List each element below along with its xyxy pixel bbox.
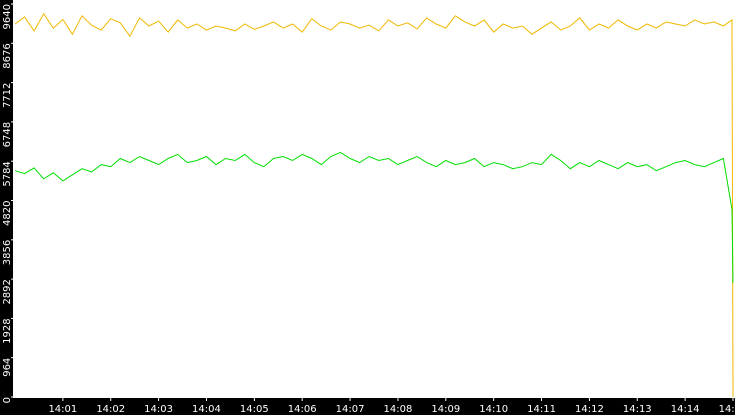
x-tick-label: 14:01 — [48, 404, 77, 415]
x-tick-label: 14:13 — [623, 404, 652, 415]
y-tick-label: 0 — [2, 397, 13, 403]
x-tick-label: 14:14 — [671, 404, 700, 415]
series-line — [14, 151, 734, 283]
x-tick-label: 14:06 — [288, 404, 317, 415]
x-tick-label: 14:15 — [719, 404, 735, 415]
y-tick-label: 4820 — [2, 201, 13, 226]
y-tick-label: 5784 — [2, 161, 13, 186]
y-tick-label: 6748 — [2, 122, 13, 147]
x-tick-label: 14:04 — [192, 404, 221, 415]
x-tick-label: 14:05 — [240, 404, 269, 415]
x-tick-label: 14:12 — [575, 404, 604, 415]
y-tick-label: 964 — [2, 358, 13, 377]
x-tick-label: 14:09 — [431, 404, 460, 415]
x-tick-label: 14:11 — [527, 404, 556, 415]
y-tick-label: 7712 — [2, 83, 13, 108]
x-tick-label: 14:02 — [96, 404, 125, 415]
y-axis-strip — [0, 0, 13, 415]
y-tick-label: 2892 — [2, 279, 13, 304]
x-tick-label: 14:03 — [144, 404, 173, 415]
y-tick-label: 9640 — [2, 4, 13, 29]
x-tick-label: 14:08 — [384, 404, 413, 415]
y-tick-label: 1928 — [2, 318, 13, 343]
y-tick-label: 3856 — [2, 240, 13, 265]
y-tick-label: 8676 — [2, 43, 13, 68]
x-tick-label: 14:07 — [336, 404, 365, 415]
x-tick-label: 14:10 — [479, 404, 508, 415]
series-line — [14, 12, 734, 398]
x-axis-strip — [0, 398, 735, 415]
plot-area — [14, 12, 734, 398]
